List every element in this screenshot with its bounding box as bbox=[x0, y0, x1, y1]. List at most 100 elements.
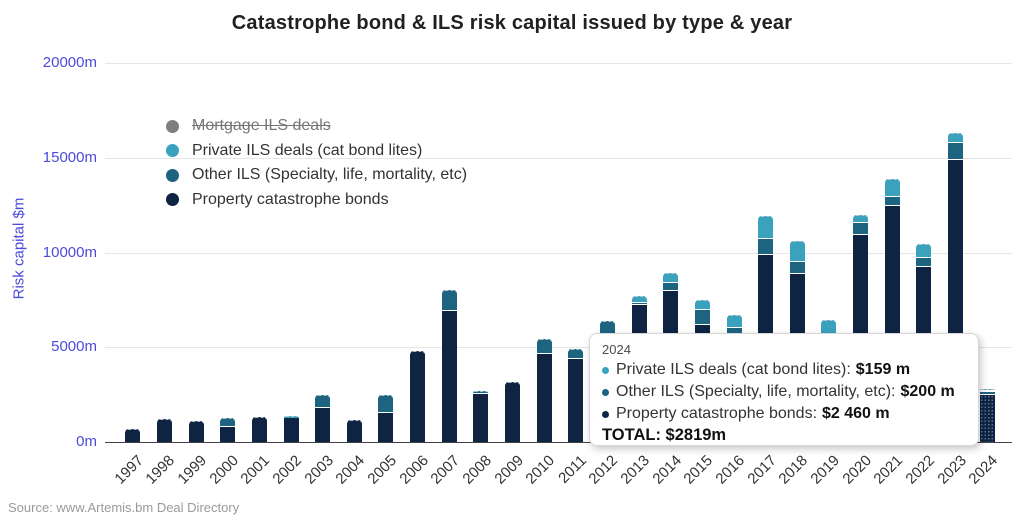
bar-segment-2019-private-ils-deals-cat-bond-lites[interactable] bbox=[821, 319, 837, 334]
bar-segment-2000-property-catastrophe-bonds[interactable] bbox=[220, 426, 236, 442]
bar-2000[interactable] bbox=[220, 0, 236, 442]
bar-2005[interactable] bbox=[378, 0, 394, 442]
bar-segment-2015-private-ils-deals-cat-bond-lites[interactable] bbox=[694, 299, 710, 309]
bar-segment-2013-private-ils-deals-cat-bond-lites[interactable] bbox=[631, 296, 647, 302]
bar-2007[interactable] bbox=[441, 0, 457, 442]
chart-legend: Mortgage ILS deals Private ILS deals (cat… bbox=[166, 114, 467, 212]
bar-segment-2001-property-catastrophe-bonds[interactable] bbox=[251, 417, 267, 442]
legend-item-mortgage-ils-deals[interactable]: Mortgage ILS deals bbox=[166, 114, 467, 139]
bar-1997[interactable] bbox=[125, 0, 141, 442]
bar-segment-1998-property-catastrophe-bonds[interactable] bbox=[156, 419, 172, 442]
legend-marker-icon bbox=[166, 119, 179, 133]
tooltip-row-label: Property catastrophe bonds: bbox=[616, 405, 818, 422]
gridline-5000 bbox=[105, 347, 1012, 349]
bar-segment-2007-other-ils-specialty-life-mortality-etc[interactable] bbox=[441, 290, 457, 310]
bar-2011[interactable] bbox=[568, 0, 584, 442]
bar-segment-2022-other-ils-specialty-life-mortality-etc[interactable] bbox=[916, 258, 932, 266]
bar-segment-2003-property-catastrophe-bonds[interactable] bbox=[315, 407, 331, 442]
legend-item-other-ils-specialty-life-mortality-etc[interactable]: Other ILS (Specialty, life, mortality, e… bbox=[166, 163, 467, 188]
bar-segment-2015-other-ils-specialty-life-mortality-etc[interactable] bbox=[694, 310, 710, 325]
bar-segment-2011-other-ils-specialty-life-mortality-etc[interactable] bbox=[568, 349, 584, 358]
bar-segment-2021-private-ils-deals-cat-bond-lites[interactable] bbox=[884, 179, 900, 196]
bar-2009[interactable] bbox=[505, 0, 521, 442]
bar-segment-2018-private-ils-deals-cat-bond-lites[interactable] bbox=[789, 240, 805, 261]
bar-2002[interactable] bbox=[283, 0, 299, 442]
bar-segment-2012-other-ils-specialty-life-mortality-etc[interactable] bbox=[599, 320, 615, 333]
bar-segment-2020-other-ils-specialty-life-mortality-etc[interactable] bbox=[853, 223, 869, 234]
bar-segment-2016-other-ils-specialty-life-mortality-etc[interactable] bbox=[726, 328, 742, 335]
bar-segment-2023-other-ils-specialty-life-mortality-etc[interactable] bbox=[948, 142, 964, 159]
bar-segment-2010-property-catastrophe-bonds[interactable] bbox=[536, 354, 552, 442]
bar-2004[interactable] bbox=[346, 0, 362, 442]
tooltip-row-property-catastrophe-bonds: Property catastrophe bonds: $2 460 m bbox=[602, 403, 966, 425]
bar-2003[interactable] bbox=[315, 0, 331, 442]
y-tick-label-15000: 15000m bbox=[42, 148, 97, 166]
bar-2024[interactable] bbox=[979, 0, 995, 442]
y-tick-label-20000: 20000m bbox=[42, 54, 97, 71]
bar-segment-2020-private-ils-deals-cat-bond-lites[interactable] bbox=[853, 215, 869, 222]
source-note: Source: www.Artemis.bm Deal Directory bbox=[8, 500, 240, 515]
legend-item-property-catastrophe-bonds[interactable]: Property catastrophe bonds bbox=[166, 188, 467, 213]
tooltip-row-label: Private ILS deals (cat bond lites): bbox=[616, 361, 851, 378]
bar-segment-2003-other-ils-specialty-life-mortality-etc[interactable] bbox=[315, 395, 331, 407]
legend-label: Other ILS (Specialty, life, mortality, e… bbox=[192, 166, 468, 184]
bar-segment-2023-private-ils-deals-cat-bond-lites[interactable] bbox=[948, 132, 964, 142]
bar-segment-2017-private-ils-deals-cat-bond-lites[interactable] bbox=[758, 215, 774, 238]
tooltip-row-private-ils-deals-cat-bond-lites: Private ILS deals (cat bond lites): $159 … bbox=[602, 359, 966, 381]
chart-tooltip: 2024 Private ILS deals (cat bond lites):… bbox=[589, 333, 979, 446]
bar-2006[interactable] bbox=[410, 0, 426, 442]
chart-title: Catastrophe bond & ILS risk capital issu… bbox=[231, 12, 793, 34]
bar-segment-2009-property-catastrophe-bonds[interactable] bbox=[505, 382, 521, 442]
tooltip-year-label: 2024 bbox=[602, 342, 631, 357]
bar-2001[interactable] bbox=[251, 0, 267, 442]
legend-label: Mortgage ILS deals bbox=[192, 117, 331, 135]
tooltip-bullet-icon bbox=[602, 410, 609, 418]
bar-segment-2005-property-catastrophe-bonds[interactable] bbox=[378, 413, 394, 442]
legend-label: Private ILS deals (cat bond lites) bbox=[192, 141, 423, 159]
y-tick-label-10000: 10000m bbox=[42, 243, 97, 261]
bar-segment-2004-property-catastrophe-bonds[interactable] bbox=[346, 420, 362, 442]
bar-segment-2007-property-catastrophe-bonds[interactable] bbox=[441, 311, 457, 442]
legend-marker-icon bbox=[166, 193, 179, 207]
bar-segment-2018-other-ils-specialty-life-mortality-etc[interactable] bbox=[789, 262, 805, 273]
y-tick-label-0: 0m bbox=[76, 433, 97, 450]
bar-segment-2021-other-ils-specialty-life-mortality-etc[interactable] bbox=[884, 197, 900, 205]
bar-segment-2022-private-ils-deals-cat-bond-lites[interactable] bbox=[916, 244, 932, 257]
gridline-15000 bbox=[105, 157, 1012, 159]
tooltip-row-value: $2 460 m bbox=[822, 405, 890, 422]
bar-1999[interactable] bbox=[188, 0, 204, 442]
bar-segment-2010-other-ils-specialty-life-mortality-etc[interactable] bbox=[536, 339, 552, 353]
tooltip-row-other-ils-specialty-life-mortality-etc: Other ILS (Specialty, life, mortality, e… bbox=[602, 381, 966, 403]
bar-segment-2024-other-ils-specialty-life-mortality-etc[interactable] bbox=[979, 391, 995, 395]
bar-1998[interactable] bbox=[156, 0, 172, 442]
bar-segment-1999-property-catastrophe-bonds[interactable] bbox=[188, 421, 204, 442]
bar-segment-2017-other-ils-specialty-life-mortality-etc[interactable] bbox=[758, 239, 774, 255]
tooltip-row-label: Other ILS (Specialty, life, mortality, e… bbox=[616, 383, 896, 400]
x-axis-line bbox=[105, 442, 1012, 443]
bar-segment-2011-property-catastrophe-bonds[interactable] bbox=[568, 359, 584, 442]
bar-segment-2002-private-ils-deals-cat-bond-lites[interactable] bbox=[283, 416, 299, 418]
bar-segment-2005-other-ils-specialty-life-mortality-etc[interactable] bbox=[378, 395, 394, 412]
bar-segment-2014-other-ils-specialty-life-mortality-etc[interactable] bbox=[663, 283, 679, 291]
bar-segment-2024-property-catastrophe-bonds[interactable] bbox=[979, 395, 995, 442]
bar-segment-2000-other-ils-specialty-life-mortality-etc[interactable] bbox=[220, 417, 236, 426]
legend-label: Property catastrophe bonds bbox=[192, 190, 389, 208]
y-tick-label-5000: 5000m bbox=[51, 338, 97, 356]
bar-2010[interactable] bbox=[536, 0, 552, 442]
bar-segment-2008-property-catastrophe-bonds[interactable] bbox=[473, 394, 489, 442]
legend-item-private-ils-deals-cat-bond-lites[interactable]: Private ILS deals (cat bond lites) bbox=[166, 139, 467, 164]
bar-segment-2008-other-ils-specialty-life-mortality-etc[interactable] bbox=[473, 391, 489, 393]
bar-segment-1997-property-catastrophe-bonds[interactable] bbox=[125, 428, 141, 442]
bar-segment-2014-private-ils-deals-cat-bond-lites[interactable] bbox=[663, 273, 679, 282]
legend-marker-icon bbox=[166, 168, 179, 182]
bar-segment-2002-property-catastrophe-bonds[interactable] bbox=[283, 417, 299, 442]
gridline-20000 bbox=[105, 63, 1012, 64]
bar-segment-2006-property-catastrophe-bonds[interactable] bbox=[410, 351, 426, 442]
bar-segment-2013-other-ils-specialty-life-mortality-etc[interactable] bbox=[631, 303, 647, 305]
bar-2008[interactable] bbox=[473, 0, 489, 442]
bar-segment-2016-private-ils-deals-cat-bond-lites[interactable] bbox=[726, 315, 742, 327]
bar-segment-2024-private-ils-deals-cat-bond-lites[interactable] bbox=[979, 388, 995, 391]
tooltip-bullet-icon bbox=[602, 388, 609, 396]
gridline-10000 bbox=[105, 252, 1012, 254]
